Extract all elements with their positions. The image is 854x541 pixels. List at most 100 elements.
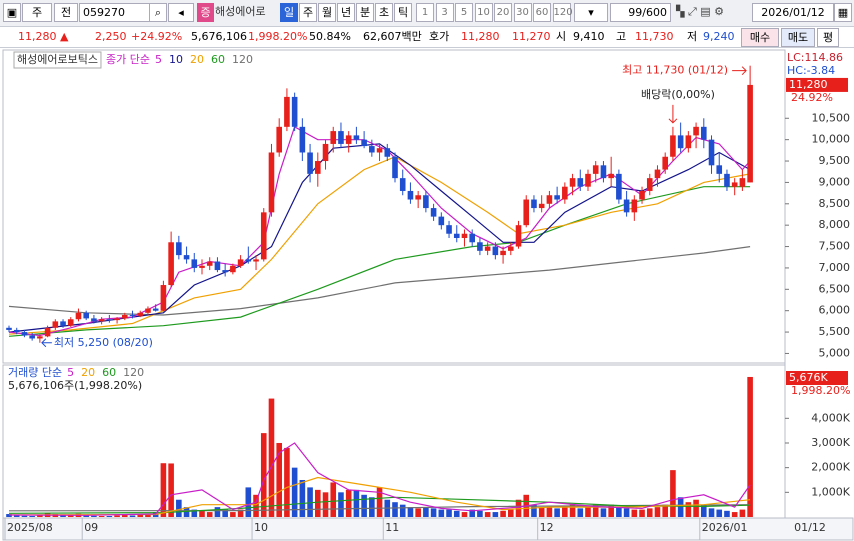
- candle-body: [37, 336, 43, 339]
- ma-line: [8, 143, 751, 333]
- x-tick-label: 2025/08: [7, 521, 53, 534]
- candle-body: [415, 195, 421, 200]
- volume-bar: [67, 514, 74, 517]
- high-label: 고: [616, 30, 627, 43]
- candle-body: [546, 195, 553, 204]
- change-label: 24.92%: [791, 91, 833, 104]
- volume-bar: [731, 512, 738, 517]
- volume-bar: [376, 487, 383, 517]
- legend-entry: 20: [81, 366, 95, 379]
- y-tick-label: 7,500: [819, 240, 851, 253]
- candle-body: [569, 178, 576, 187]
- open-label: 시: [556, 30, 567, 43]
- candle-body: [693, 126, 699, 136]
- last-volume: 5,676K: [789, 371, 828, 384]
- candle-body: [129, 314, 136, 316]
- change: 2,250: [95, 30, 127, 43]
- candle-body: [176, 242, 182, 256]
- low-annotation: 최저 5,250 (08/20): [54, 336, 153, 349]
- volume-bar: [685, 502, 692, 517]
- sound-button[interactable]: ◂: [168, 3, 194, 22]
- code-input[interactable]: 059270: [79, 3, 150, 22]
- search-button[interactable]: ⌕: [149, 3, 167, 22]
- interval-button[interactable]: 3: [435, 3, 454, 22]
- avg-button[interactable]: 평: [817, 28, 839, 47]
- date-input[interactable]: 2026/01/12: [752, 3, 834, 22]
- low-label: 저: [687, 30, 698, 43]
- volume-bar: [446, 509, 452, 517]
- volume-bar: [106, 516, 113, 517]
- candle-body: [446, 225, 452, 234]
- interval-button[interactable]: 60: [533, 3, 551, 22]
- candle-body: [168, 242, 174, 286]
- volume-bar: [230, 512, 236, 517]
- legend-entry: 5: [155, 53, 162, 66]
- period-button[interactable]: 주: [299, 3, 317, 22]
- y-tick-label: 1,000K: [811, 485, 850, 498]
- candle-body: [114, 318, 120, 321]
- ma-line: [8, 186, 751, 337]
- candle-body: [75, 312, 82, 320]
- y-tick-label: 10,500: [812, 111, 851, 124]
- volume-bar: [677, 497, 684, 517]
- candle-body: [701, 126, 707, 140]
- volume-bar: [322, 492, 329, 517]
- period-button[interactable]: 년: [337, 3, 355, 22]
- period-button[interactable]: 분: [356, 3, 374, 22]
- calendar[interactable]: ▦: [834, 3, 852, 22]
- sell-button[interactable]: 매도: [781, 28, 815, 47]
- volume-bar: [315, 489, 321, 517]
- period-button[interactable]: 월: [318, 3, 336, 22]
- volume-bar: [631, 509, 638, 517]
- icon[interactable]: ▣: [3, 3, 21, 22]
- volume-bar: [623, 508, 630, 517]
- volume-bar: [369, 497, 375, 517]
- interval-button[interactable]: 30: [513, 3, 532, 22]
- candle-body: [453, 233, 460, 238]
- interval-button[interactable]: 5: [455, 3, 473, 22]
- candle-body: [237, 259, 244, 266]
- candle-body: [407, 190, 414, 200]
- candle-body: [739, 178, 746, 187]
- volume-bar: [237, 509, 244, 517]
- tool-icons[interactable]: ▚ ⤢ ▤ ⚙: [676, 5, 725, 18]
- volume-bar: [307, 487, 313, 517]
- candle-body: [376, 148, 383, 153]
- candle-body: [83, 312, 89, 319]
- candle-body: [191, 259, 198, 268]
- volume-bar: [168, 463, 174, 517]
- volume: 5,676,106: [191, 30, 247, 43]
- candle-body: [21, 332, 28, 336]
- period-button[interactable]: 일: [280, 3, 298, 22]
- x-tick-label: 12: [540, 521, 554, 534]
- interval-button[interactable]: 10: [474, 3, 493, 22]
- volume-bar: [37, 515, 43, 517]
- last-date-label: 01/12: [794, 521, 826, 534]
- legend-label: 종가 단순: [106, 53, 150, 66]
- period-button[interactable]: 초: [375, 3, 393, 22]
- candle-body: [639, 190, 645, 200]
- ex-dividend-annotation: 배당락(0,00%): [641, 88, 715, 101]
- buy-button[interactable]: 매수: [741, 28, 779, 47]
- interval-button[interactable]: 120: [552, 3, 573, 22]
- y-tick-label: 3,000K: [811, 436, 850, 449]
- candle-body: [137, 312, 144, 316]
- volume-bar: [592, 504, 599, 517]
- volume-bar: [616, 507, 622, 517]
- hc-label: HC:-3.84: [787, 64, 835, 77]
- volume-bar: [438, 509, 445, 517]
- x-tick-label: 09: [84, 521, 98, 534]
- candle-body: [662, 156, 668, 170]
- y-tick-label: 6,000: [819, 304, 851, 317]
- candle-body: [291, 96, 298, 127]
- volume-bar: [585, 507, 591, 517]
- interval-button[interactable]: 20: [494, 3, 512, 22]
- volume-bar: [214, 507, 221, 517]
- dropdown[interactable]: ▾: [574, 3, 608, 22]
- volume-bar: [176, 499, 182, 517]
- period-button[interactable]: 틱: [394, 3, 412, 22]
- mode-select[interactable]: 전: [54, 3, 78, 22]
- interval-button[interactable]: 1: [416, 3, 434, 22]
- market-select[interactable]: 주: [22, 3, 52, 22]
